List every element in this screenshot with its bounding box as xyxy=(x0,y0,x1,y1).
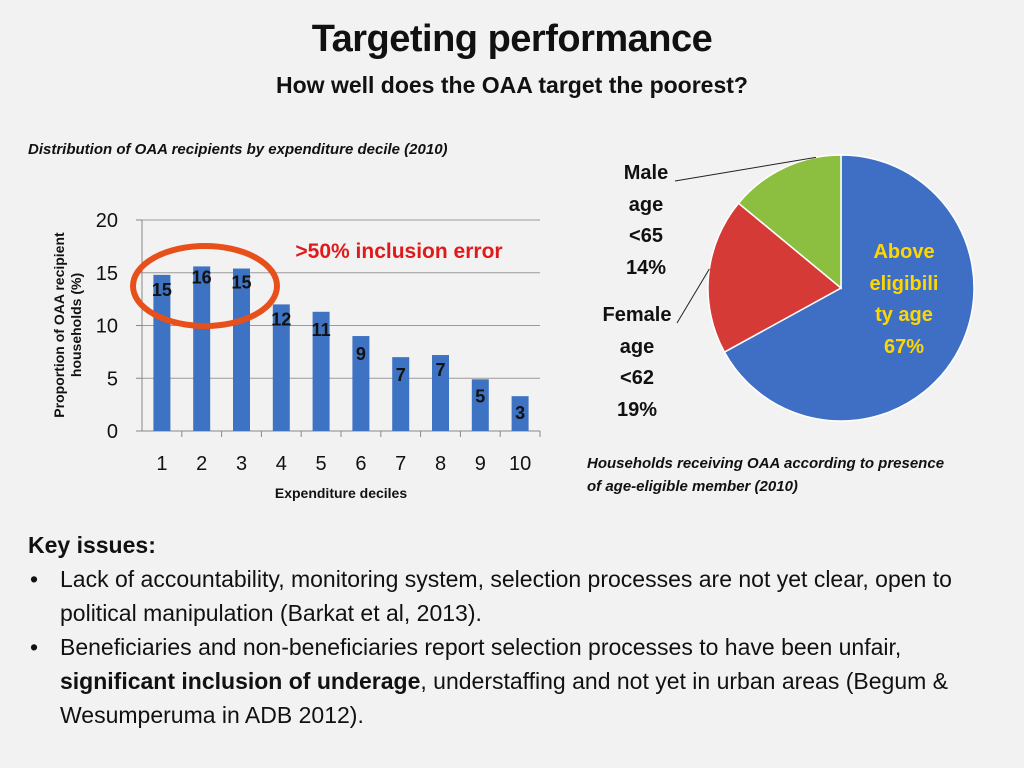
bar-chart: 0 5 10 15 20 1 15 2 16 3 15 4 12 5 11 6 9 7 7 8 7 9 5 10 3 Expend… xyxy=(51,210,541,501)
x-tick-label: 1 xyxy=(156,453,167,475)
x-axis-title: Expenditure deciles xyxy=(275,485,407,501)
pie-label-above: Above eligibili ty age 67% xyxy=(855,237,953,363)
pie-label-male-line: 14% xyxy=(625,256,667,279)
highlight-circle xyxy=(130,243,280,329)
pie-label-female-line: 19% xyxy=(616,398,658,421)
bar xyxy=(511,396,529,431)
y-tick-label: 20 xyxy=(96,210,118,232)
x-tick-label: 10 xyxy=(509,453,531,475)
bar xyxy=(272,304,290,431)
bar xyxy=(392,357,410,431)
key-issue-item: Lack of accountability, monitoring syste… xyxy=(30,562,988,630)
data-label: 3 xyxy=(515,403,525,423)
data-label: 12 xyxy=(271,309,291,329)
inclusion-error-annotation: >50% inclusion error xyxy=(295,240,502,263)
pie-label-female-line: <62 xyxy=(620,367,654,389)
key-issue-item: Beneficiaries and non-beneficiaries repo… xyxy=(30,630,988,732)
key-issue-text: Lack of accountability, monitoring syste… xyxy=(60,566,952,626)
y-tick-label: 15 xyxy=(96,263,118,285)
data-label: 7 xyxy=(435,360,445,380)
bar xyxy=(432,355,449,431)
y-tick-label: 10 xyxy=(96,316,118,338)
pie-chart xyxy=(674,154,975,422)
x-tick-label: 6 xyxy=(355,453,366,475)
data-label: 9 xyxy=(356,344,366,364)
leader-line xyxy=(674,156,816,182)
bar xyxy=(471,379,489,431)
x-tick-label: 2 xyxy=(196,453,207,475)
pie-label-male: Male age <65 14% xyxy=(606,158,686,284)
bar xyxy=(352,336,370,431)
pie-slice xyxy=(723,154,975,422)
pie-slice xyxy=(707,202,843,354)
y-axis-title-line: Proportion of OAA recipient xyxy=(51,232,67,418)
x-tick-label: 3 xyxy=(236,453,247,475)
bar xyxy=(233,268,250,431)
bar-chart-caption: Distribution of OAA recipients by expend… xyxy=(28,141,448,158)
data-label: 5 xyxy=(475,386,485,406)
x-tick-label: 8 xyxy=(435,453,446,475)
pie-chart-caption: Households receiving OAA according to pr… xyxy=(587,452,1007,498)
pie-label-male-line: <65 xyxy=(629,225,663,247)
key-issue-text: , understaffing and not yet in urban are… xyxy=(60,668,949,728)
pie-label-above-line: 67% xyxy=(883,335,925,358)
y-tick-label: 5 xyxy=(107,368,118,390)
key-issue-emphasis: significant inclusion of underage xyxy=(60,668,421,694)
key-issues-list: Lack of accountability, monitoring syste… xyxy=(28,562,988,732)
pie-label-above-line: eligibili xyxy=(869,272,939,295)
pie-caption-line: Households receiving OAA according to pr… xyxy=(587,455,945,472)
pie-caption-line: of age-eligible member (2010) xyxy=(587,478,798,495)
pie-label-male-line: age xyxy=(628,193,664,216)
y-axis-title-line: households (%) xyxy=(68,273,84,377)
y-axis-title: Proportion of OAA recipienthouseholds (%… xyxy=(51,232,84,418)
pie-label-female: Female age <62 19% xyxy=(592,300,682,426)
y-tick-label: 0 xyxy=(107,421,118,443)
x-tick-label: 7 xyxy=(395,453,406,475)
data-label: 7 xyxy=(396,365,406,385)
pie-slice xyxy=(737,154,842,290)
x-tick-label: 9 xyxy=(475,453,486,475)
pie-label-female-line: age xyxy=(619,335,655,358)
pie-label-male-line: Male xyxy=(623,162,669,184)
pie-label-female-line: Female xyxy=(602,304,672,326)
page-subtitle: How well does the OAA target the poorest… xyxy=(276,72,748,98)
data-label: 11 xyxy=(312,320,331,340)
x-tick-label: 4 xyxy=(276,453,287,475)
key-issues: Key issues: Lack of accountability, moni… xyxy=(28,528,988,732)
data-label: 15 xyxy=(152,280,172,300)
bar xyxy=(193,266,211,431)
data-label: 15 xyxy=(231,273,251,293)
leader-line xyxy=(676,268,710,324)
pie-label-above-line: Above xyxy=(873,241,935,263)
bar xyxy=(312,311,330,431)
x-tick-label: 5 xyxy=(316,453,327,475)
data-label: 16 xyxy=(192,267,212,287)
pie-label-above-line: ty age xyxy=(875,304,933,326)
key-issues-heading: Key issues: xyxy=(28,532,156,558)
page-title: Targeting performance xyxy=(311,18,713,60)
key-issue-text: Beneficiaries and non-beneficiaries repo… xyxy=(60,634,902,660)
